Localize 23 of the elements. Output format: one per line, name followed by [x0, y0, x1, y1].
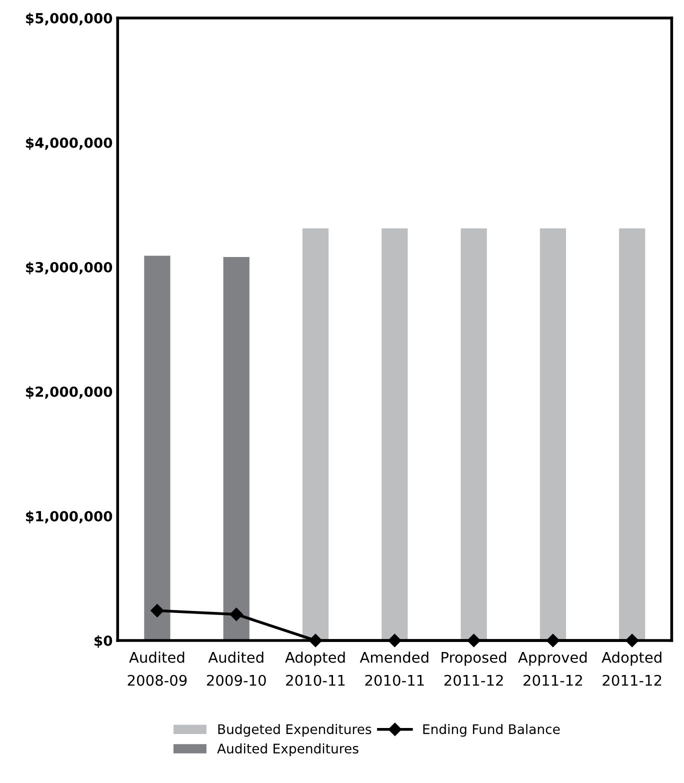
x-tick-label: Audited 2009-10 — [206, 652, 266, 686]
y-tick-label: $0 — [94, 635, 112, 648]
y-tick-label: $4,000,000 — [26, 137, 112, 150]
point — [626, 634, 639, 648]
x-tick-label: Adopted 2010-11 — [285, 652, 345, 686]
point — [230, 608, 243, 621]
x-tick-label: Approved 2011-12 — [518, 652, 587, 686]
x-tick-label: Amended 2010-11 — [360, 652, 428, 686]
point — [467, 634, 480, 648]
point — [150, 604, 164, 618]
x-tick-label: Adopted 2011-12 — [602, 652, 662, 686]
point — [546, 634, 560, 648]
y-tick-label: $3,000,000 — [26, 262, 112, 274]
y-tick-label: $5,000,000 — [26, 12, 112, 26]
legend-label: Budgeted Expenditures — [218, 724, 372, 737]
y-tick-label: $1,000,000 — [26, 510, 112, 524]
point — [308, 634, 322, 648]
x-tick-label: Audited 2008-09 — [128, 652, 187, 686]
x-tick-label: Proposed 2011-12 — [442, 652, 506, 686]
legend-label: Audited Expenditures — [217, 743, 358, 756]
y-tick-label: $2,000,000 — [26, 386, 112, 399]
point — [388, 634, 402, 648]
legend-label: Ending Fund Balance — [423, 724, 560, 737]
